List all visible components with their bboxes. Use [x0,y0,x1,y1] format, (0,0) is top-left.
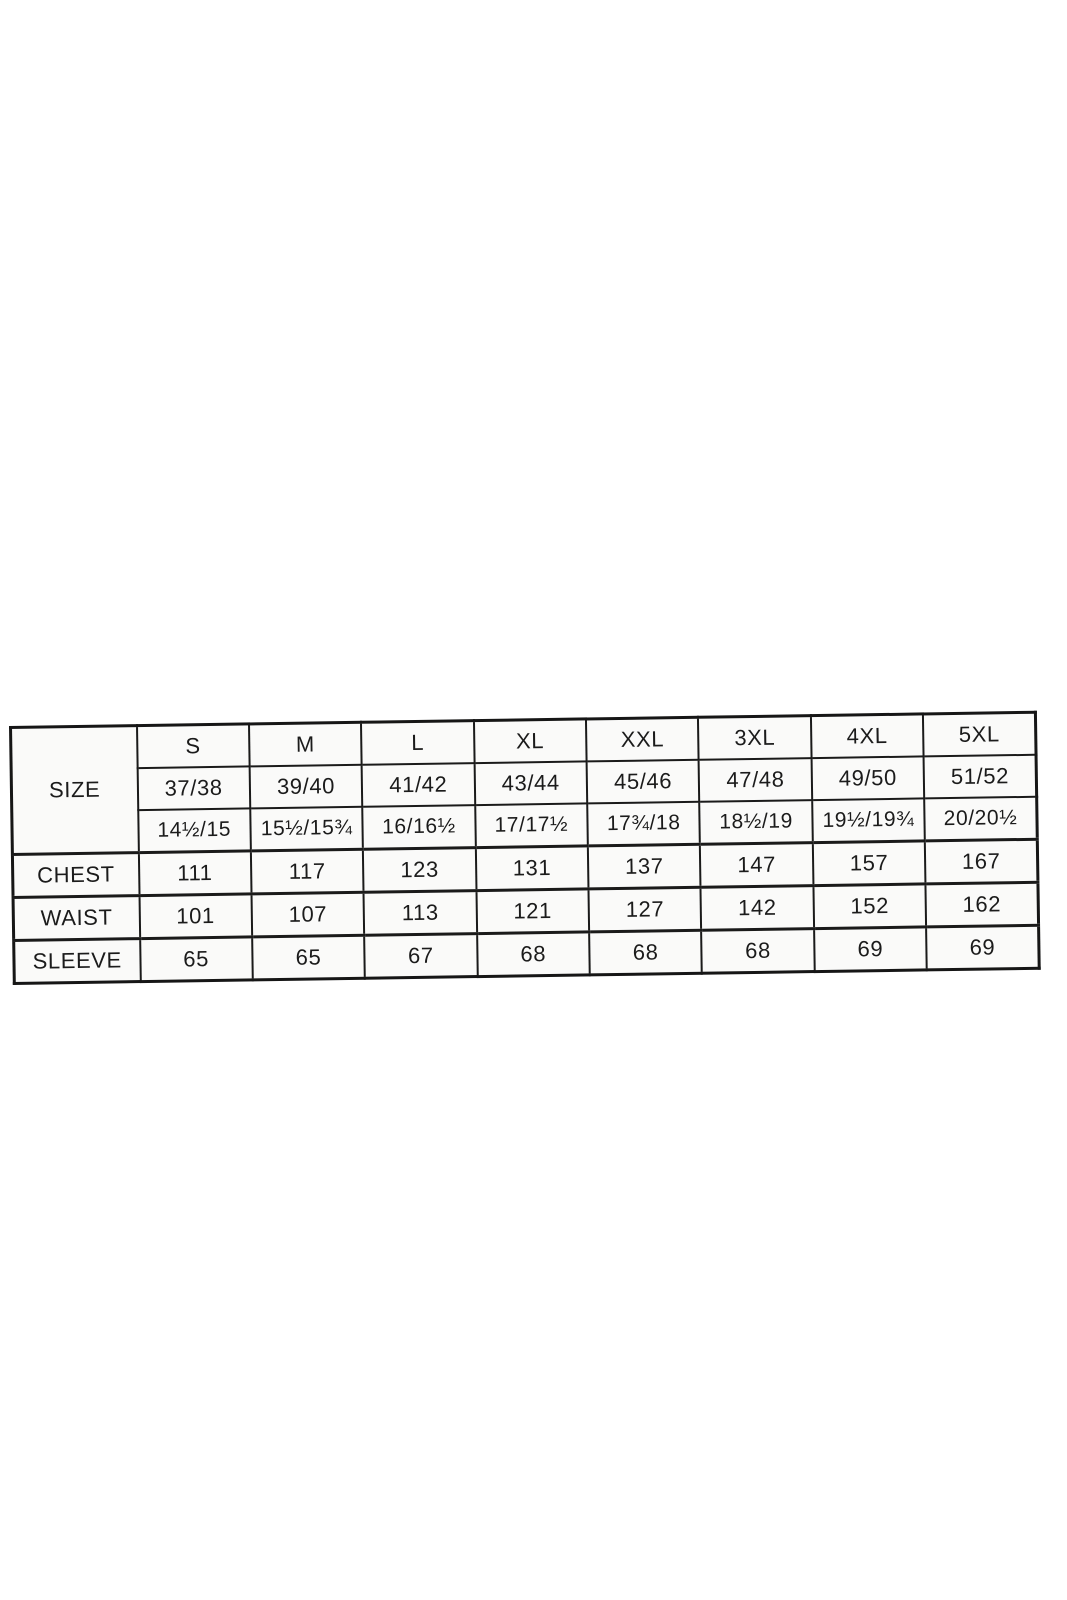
column-header-3xl: 3XL [698,715,812,760]
collar-size-cell: 20/20½ [924,796,1038,841]
column-header-5xl: 5XL [923,712,1037,757]
sleeve-value: 69 [926,925,1040,970]
collar-size-cell: 15½/15¾ [250,806,364,851]
waist-value: 142 [700,885,814,931]
column-header-l: L [361,720,475,765]
column-header-4xl: 4XL [810,713,924,759]
column-header-s: S [136,723,250,769]
collar-size-cell: 17¾/18 [587,801,701,846]
corner-size-label: SIZE [10,725,139,855]
chest-value: 111 [138,850,252,896]
sleeve-value: 65 [252,935,366,980]
chest-value: 117 [250,849,364,894]
collar-size-cell: 19½/19¾ [811,798,925,843]
sleeve-value: 68 [589,930,703,975]
collar-size-cell: 18½/19 [699,800,813,845]
numeric-size-cell: 43/44 [474,761,588,806]
sleeve-value: 69 [813,926,927,972]
collar-size-cell: 17/17½ [474,803,588,848]
chest-value: 147 [700,842,814,888]
collar-size-cell: 14½/15 [137,808,251,853]
chest-value: 123 [363,847,477,893]
sleeve-value: 67 [364,933,478,979]
sleeve-value: 68 [701,928,815,974]
numeric-size-cell: 41/42 [361,763,475,807]
waist-value: 107 [251,892,365,937]
chest-value: 157 [812,840,926,886]
chest-value: 167 [924,839,1038,884]
size-chart: SIZE S M L XL XXL 3XL 4XL 5XL 37/38 39/4… [9,710,1041,985]
numeric-size-cell: 37/38 [137,766,251,811]
column-header-xl: XL [473,718,587,764]
column-header-xxl: XXL [585,717,699,762]
row-label-sleeve: SLEEVE [13,938,141,984]
chest-value: 131 [475,845,589,891]
column-header-m: M [248,722,362,767]
collar-size-cell: 16/16½ [362,805,476,850]
numeric-size-cell: 51/52 [923,754,1037,799]
waist-value: 127 [588,887,702,932]
sleeve-value: 68 [476,931,590,977]
waist-value: 162 [925,882,1039,927]
waist-value: 121 [476,888,590,934]
numeric-size-cell: 49/50 [811,756,925,801]
sleeve-value: 65 [139,936,253,982]
size-chart-table: SIZE S M L XL XXL 3XL 4XL 5XL 37/38 39/4… [9,710,1041,985]
numeric-size-cell: 39/40 [249,764,363,809]
waist-value: 101 [139,893,253,939]
waist-value: 113 [363,890,477,936]
row-label-chest: CHEST [12,852,140,898]
waist-value: 152 [813,883,927,929]
numeric-size-cell: 47/48 [698,758,812,802]
chest-value: 137 [587,844,701,889]
row-label-waist: WAIST [13,895,140,941]
numeric-size-cell: 45/46 [586,759,700,804]
